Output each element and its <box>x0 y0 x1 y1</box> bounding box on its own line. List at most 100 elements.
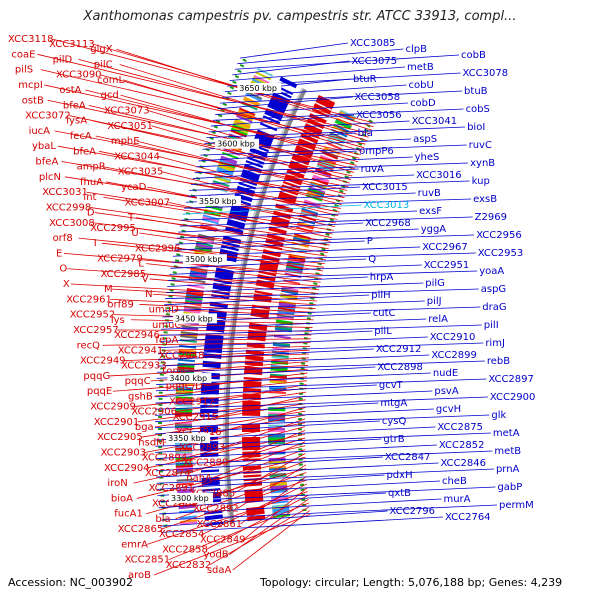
reverse-leader-line <box>160 318 427 330</box>
forward-gene <box>242 465 261 469</box>
forward-leader-line <box>153 514 311 576</box>
forward-leader-line <box>135 217 329 250</box>
reverse-leader-line <box>170 258 367 269</box>
forward-gene-label: pqqG <box>83 371 110 382</box>
reverse-gene <box>200 401 219 404</box>
forward-gene-label: O <box>59 264 67 275</box>
reverse-gene-label: metB <box>494 446 521 457</box>
forward-gene-label: pilC <box>94 60 113 71</box>
reverse-gene-label: XCC2898 <box>377 362 423 373</box>
reverse-leader-line <box>158 492 387 509</box>
forward-gene-label: L <box>138 259 144 270</box>
reverse-gene <box>206 324 225 329</box>
forward-gene <box>300 134 318 144</box>
position-label-bg <box>215 138 260 149</box>
reverse-gene <box>201 482 220 486</box>
reverse-gene <box>206 326 225 331</box>
reverse-leader-line <box>158 342 484 355</box>
cog-feature <box>270 488 288 492</box>
forward-gene-label: XCC2892 <box>193 504 239 515</box>
forward-leader-line <box>219 407 306 433</box>
reverse-gene <box>241 172 259 181</box>
forward-gene <box>259 263 278 270</box>
forward-gene-label: pilS <box>15 65 33 76</box>
reverse-gene <box>201 385 220 389</box>
cog-feature <box>205 204 223 212</box>
cog-feature <box>175 398 193 401</box>
reverse-leader-line <box>194 162 469 174</box>
forward-gene-label: coaE <box>11 49 35 60</box>
cog-feature <box>293 236 311 243</box>
marker-dot <box>310 297 315 300</box>
reverse-gene-label: cheB <box>442 476 467 487</box>
reverse-gene <box>202 488 221 492</box>
forward-gene-label: XCC2858 <box>162 544 208 555</box>
reverse-leader-line <box>210 114 355 127</box>
reverse-gene-label: psvA <box>434 386 458 397</box>
forward-leader-line <box>51 38 376 124</box>
reverse-gene-label: pilJ <box>427 296 442 307</box>
cog-feature <box>315 167 332 176</box>
forward-gene <box>247 516 266 522</box>
cog-feature <box>276 314 294 319</box>
forward-gene-label: mcpI <box>18 80 43 91</box>
marker-dot <box>307 312 312 315</box>
marker-dot <box>339 189 344 193</box>
forward-gene <box>265 238 284 246</box>
cog-feature <box>177 364 195 368</box>
reverse-gene-label: XCC2956 <box>476 230 522 241</box>
forward-gene-label: bfeA <box>73 146 96 157</box>
cog-feature <box>301 207 319 215</box>
cog-feature <box>177 358 195 363</box>
forward-gene <box>296 145 314 154</box>
reverse-gene-label: draG <box>482 302 506 313</box>
forward-gene-label: orf8 <box>53 233 73 244</box>
reverse-leader-line <box>182 204 362 215</box>
forward-leader-line <box>243 487 308 540</box>
marker-dot <box>312 287 317 290</box>
cog-feature <box>268 457 286 461</box>
forward-gene-label: fepA <box>155 335 178 346</box>
position-label: 3500 kbp <box>185 255 223 264</box>
forward-leader-line <box>154 403 306 428</box>
forward-gene <box>246 509 265 514</box>
forward-gene <box>253 293 272 300</box>
cog-feature <box>175 461 193 464</box>
forward-gene-label: emrA <box>121 539 148 550</box>
forward-gene-label: XCC2941 <box>118 345 164 356</box>
reverse-gene <box>262 115 281 125</box>
forward-leader-line <box>188 361 309 372</box>
marker-dot <box>306 317 311 320</box>
forward-gene-label: U <box>131 228 138 239</box>
forward-gene <box>288 165 306 174</box>
reverse-leader-line <box>237 48 404 65</box>
marker-dot <box>319 252 325 256</box>
position-label-bg <box>166 433 211 444</box>
reverse-leader-line <box>160 324 482 336</box>
forward-gene <box>244 369 263 374</box>
reverse-gene-label: XCC2796 <box>389 506 435 517</box>
forward-gene <box>260 261 279 268</box>
forward-leader-line <box>185 426 306 458</box>
cog-feature <box>280 289 299 295</box>
reverse-leader-line <box>213 108 464 121</box>
forward-gene <box>242 402 261 406</box>
forward-leader-line <box>149 278 319 294</box>
forward-leader-line <box>136 140 346 195</box>
reverse-gene-label: XCC2764 <box>445 512 491 523</box>
forward-gene-label: yodB <box>203 550 228 561</box>
forward-leader-line <box>103 196 333 235</box>
marker-dot <box>232 80 237 84</box>
reverse-gene-label: metA <box>493 428 520 439</box>
reverse-gene <box>237 185 255 194</box>
cog-feature <box>269 385 287 389</box>
forward-leader-line <box>192 449 306 489</box>
marker-dot <box>313 282 318 285</box>
reverse-gene <box>250 147 268 156</box>
cog-feature <box>273 514 291 519</box>
marker-dot <box>317 262 322 266</box>
forward-leader-line <box>212 441 306 479</box>
reverse-gene-label: Q <box>368 254 376 265</box>
forward-gene <box>242 458 261 462</box>
reverse-gene <box>264 111 282 121</box>
